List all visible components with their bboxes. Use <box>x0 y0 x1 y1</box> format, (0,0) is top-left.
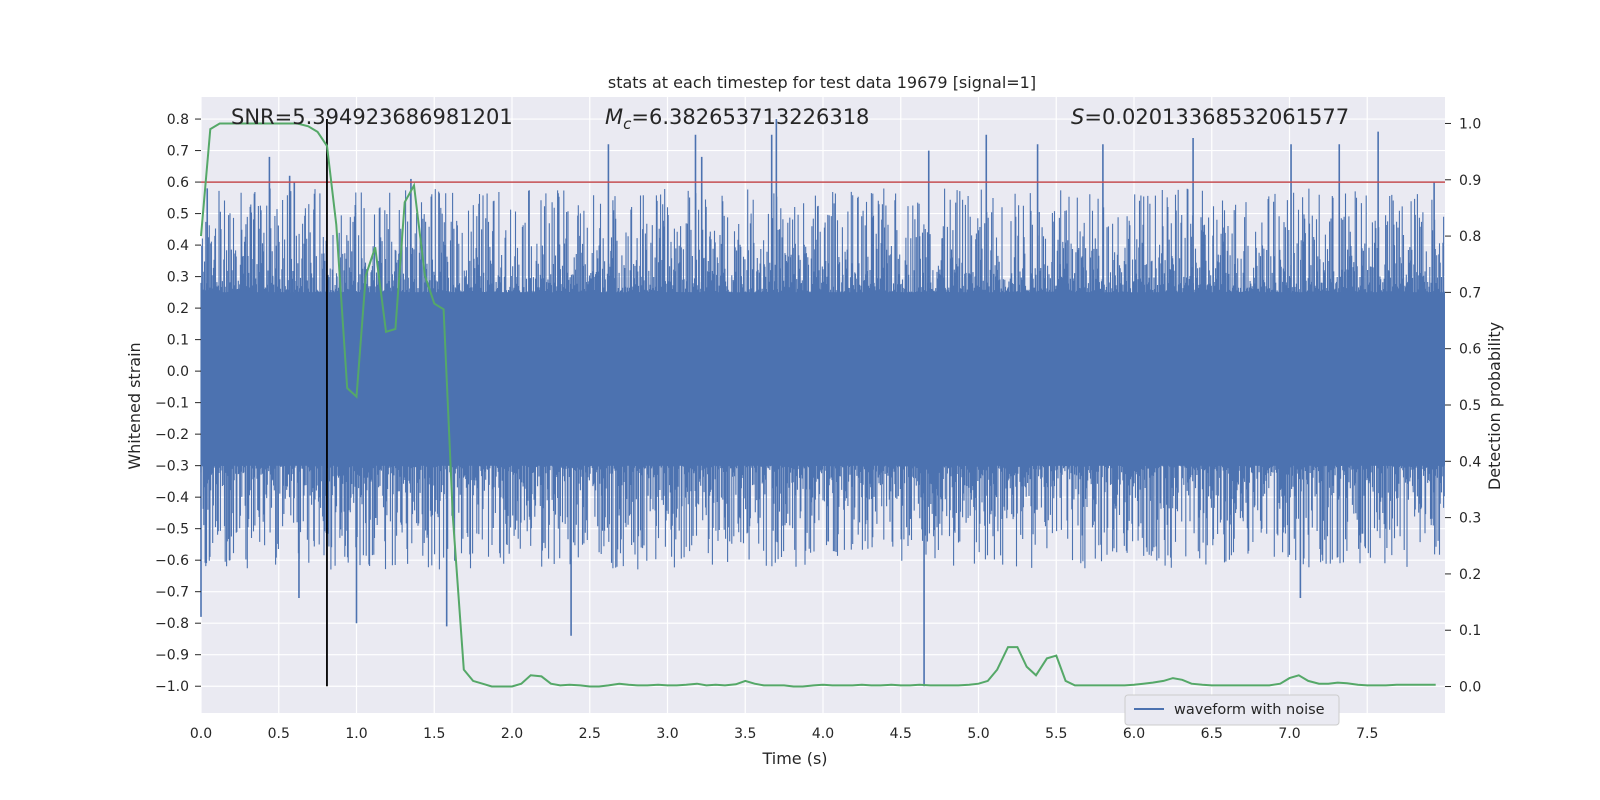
y-right-tick-label-5: 0.5 <box>1459 398 1481 414</box>
y-left-tick-label-13: −0.5 <box>155 522 189 538</box>
x-tick-label-5: 2.5 <box>579 726 601 742</box>
chart-title: stats at each timestep for test data 196… <box>608 73 1036 92</box>
legend-box <box>1124 694 1340 726</box>
y-right-tick-label-6: 0.4 <box>1459 454 1481 470</box>
y-left-axis-ticks: 0.8 0.7 0.6 0.5 0.4 0.3 0.2 0.1 0.0 −0.1 −0.2 −0.3 −… <box>155 112 201 695</box>
x-tick-label-6: 3.0 <box>656 726 678 742</box>
y-left-tick-label-18: −1.0 <box>155 679 189 695</box>
y-right-tick-label-9: 0.1 <box>1459 623 1481 639</box>
x-tick-label-11: 5.5 <box>1045 726 1067 742</box>
y-right-tick-label-2: 0.8 <box>1459 229 1481 245</box>
y-right-tick-label-7: 0.3 <box>1459 511 1481 527</box>
y-right-tick-label-4: 0.6 <box>1459 342 1481 358</box>
s-annotation: S=0.02013368532061577 <box>1071 105 1349 129</box>
y-left-tick-label-1: 0.7 <box>167 144 189 160</box>
mc-value: =6.382653713226318 <box>631 105 869 129</box>
x-axis-label: Time (s) <box>761 749 827 768</box>
y-left-axis-label: Whitened strain <box>125 342 144 469</box>
snr-annotation: SNR=5.394923686981201 <box>231 105 513 129</box>
y-left-tick-label-10: −0.2 <box>155 427 189 443</box>
x-tick-label-4: 2.0 <box>501 726 523 742</box>
y-left-tick-label-2: 0.6 <box>167 175 189 191</box>
x-tick-label-0: 0.0 <box>190 726 212 742</box>
x-tick-label-8: 4.0 <box>812 726 834 742</box>
probability-line <box>200 122 1436 688</box>
x-tick-label-2: 1.0 <box>345 726 367 742</box>
x-tick-label-15: 7.5 <box>1356 726 1378 742</box>
x-tick-label-3: 1.5 <box>423 726 445 742</box>
y-right-tick-label-1: 0.9 <box>1459 173 1481 189</box>
y-left-tick-label-9: −0.1 <box>155 396 189 412</box>
chirp-mass-annotation: Mc=6.382653713226318 <box>605 105 869 133</box>
y-left-tick-label-8: 0.0 <box>167 364 189 380</box>
y-right-tick-label-0: 1.0 <box>1459 116 1481 132</box>
mc-subscript: c <box>623 115 632 133</box>
waveform-trace <box>200 188 1445 570</box>
s-symbol: S <box>1071 105 1084 129</box>
x-tick-label-14: 7.0 <box>1278 726 1300 742</box>
s-value: =0.02013368532061577 <box>1084 105 1349 129</box>
y-left-tick-label-6: 0.2 <box>167 301 189 317</box>
legend-label-waveform: waveform with noise <box>1174 702 1325 718</box>
x-tick-label-7: 3.5 <box>734 726 756 742</box>
y-right-axis-ticks: 1.0 0.9 0.8 0.7 0.6 0.5 0.4 0.3 0.2 0.1 0.0 <box>1445 116 1481 696</box>
y-left-tick-label-4: 0.4 <box>167 238 189 254</box>
legend: waveform with noise <box>1124 694 1340 726</box>
y-right-axis-label: Detection probability <box>1485 322 1504 490</box>
probability-series <box>200 122 1436 688</box>
y-left-tick-label-15: −0.7 <box>155 585 189 601</box>
y-right-tick-label-8: 0.2 <box>1459 567 1481 583</box>
mc-symbol: M <box>605 105 623 129</box>
y-right-tick-label-3: 0.7 <box>1459 285 1481 301</box>
waveform-series <box>200 119 1445 687</box>
x-tick-label-12: 6.0 <box>1123 726 1145 742</box>
y-left-tick-label-16: −0.8 <box>155 616 189 632</box>
y-left-tick-label-11: −0.3 <box>155 459 189 475</box>
y-left-tick-label-3: 0.5 <box>167 207 189 223</box>
x-tick-label-9: 4.5 <box>890 726 912 742</box>
overlay-lines <box>201 119 1445 687</box>
x-axis-ticks: 0.0 0.5 1.0 1.5 2.0 2.5 3.0 3.5 4.0 4.5 5.0 5.5 6.0 6… <box>190 726 1379 742</box>
x-tick-label-13: 6.5 <box>1201 726 1223 742</box>
x-tick-label-1: 0.5 <box>268 726 290 742</box>
y-left-tick-label-17: −0.9 <box>155 648 189 664</box>
y-left-tick-label-5: 0.3 <box>167 270 189 286</box>
y-left-tick-label-14: −0.6 <box>155 553 189 569</box>
y-left-tick-label-12: −0.4 <box>155 490 189 506</box>
y-left-tick-label-7: 0.1 <box>167 333 189 349</box>
y-left-tick-label-0: 0.8 <box>167 112 189 128</box>
x-tick-label-10: 5.0 <box>967 726 989 742</box>
y-right-tick-label-10: 0.0 <box>1459 680 1481 696</box>
